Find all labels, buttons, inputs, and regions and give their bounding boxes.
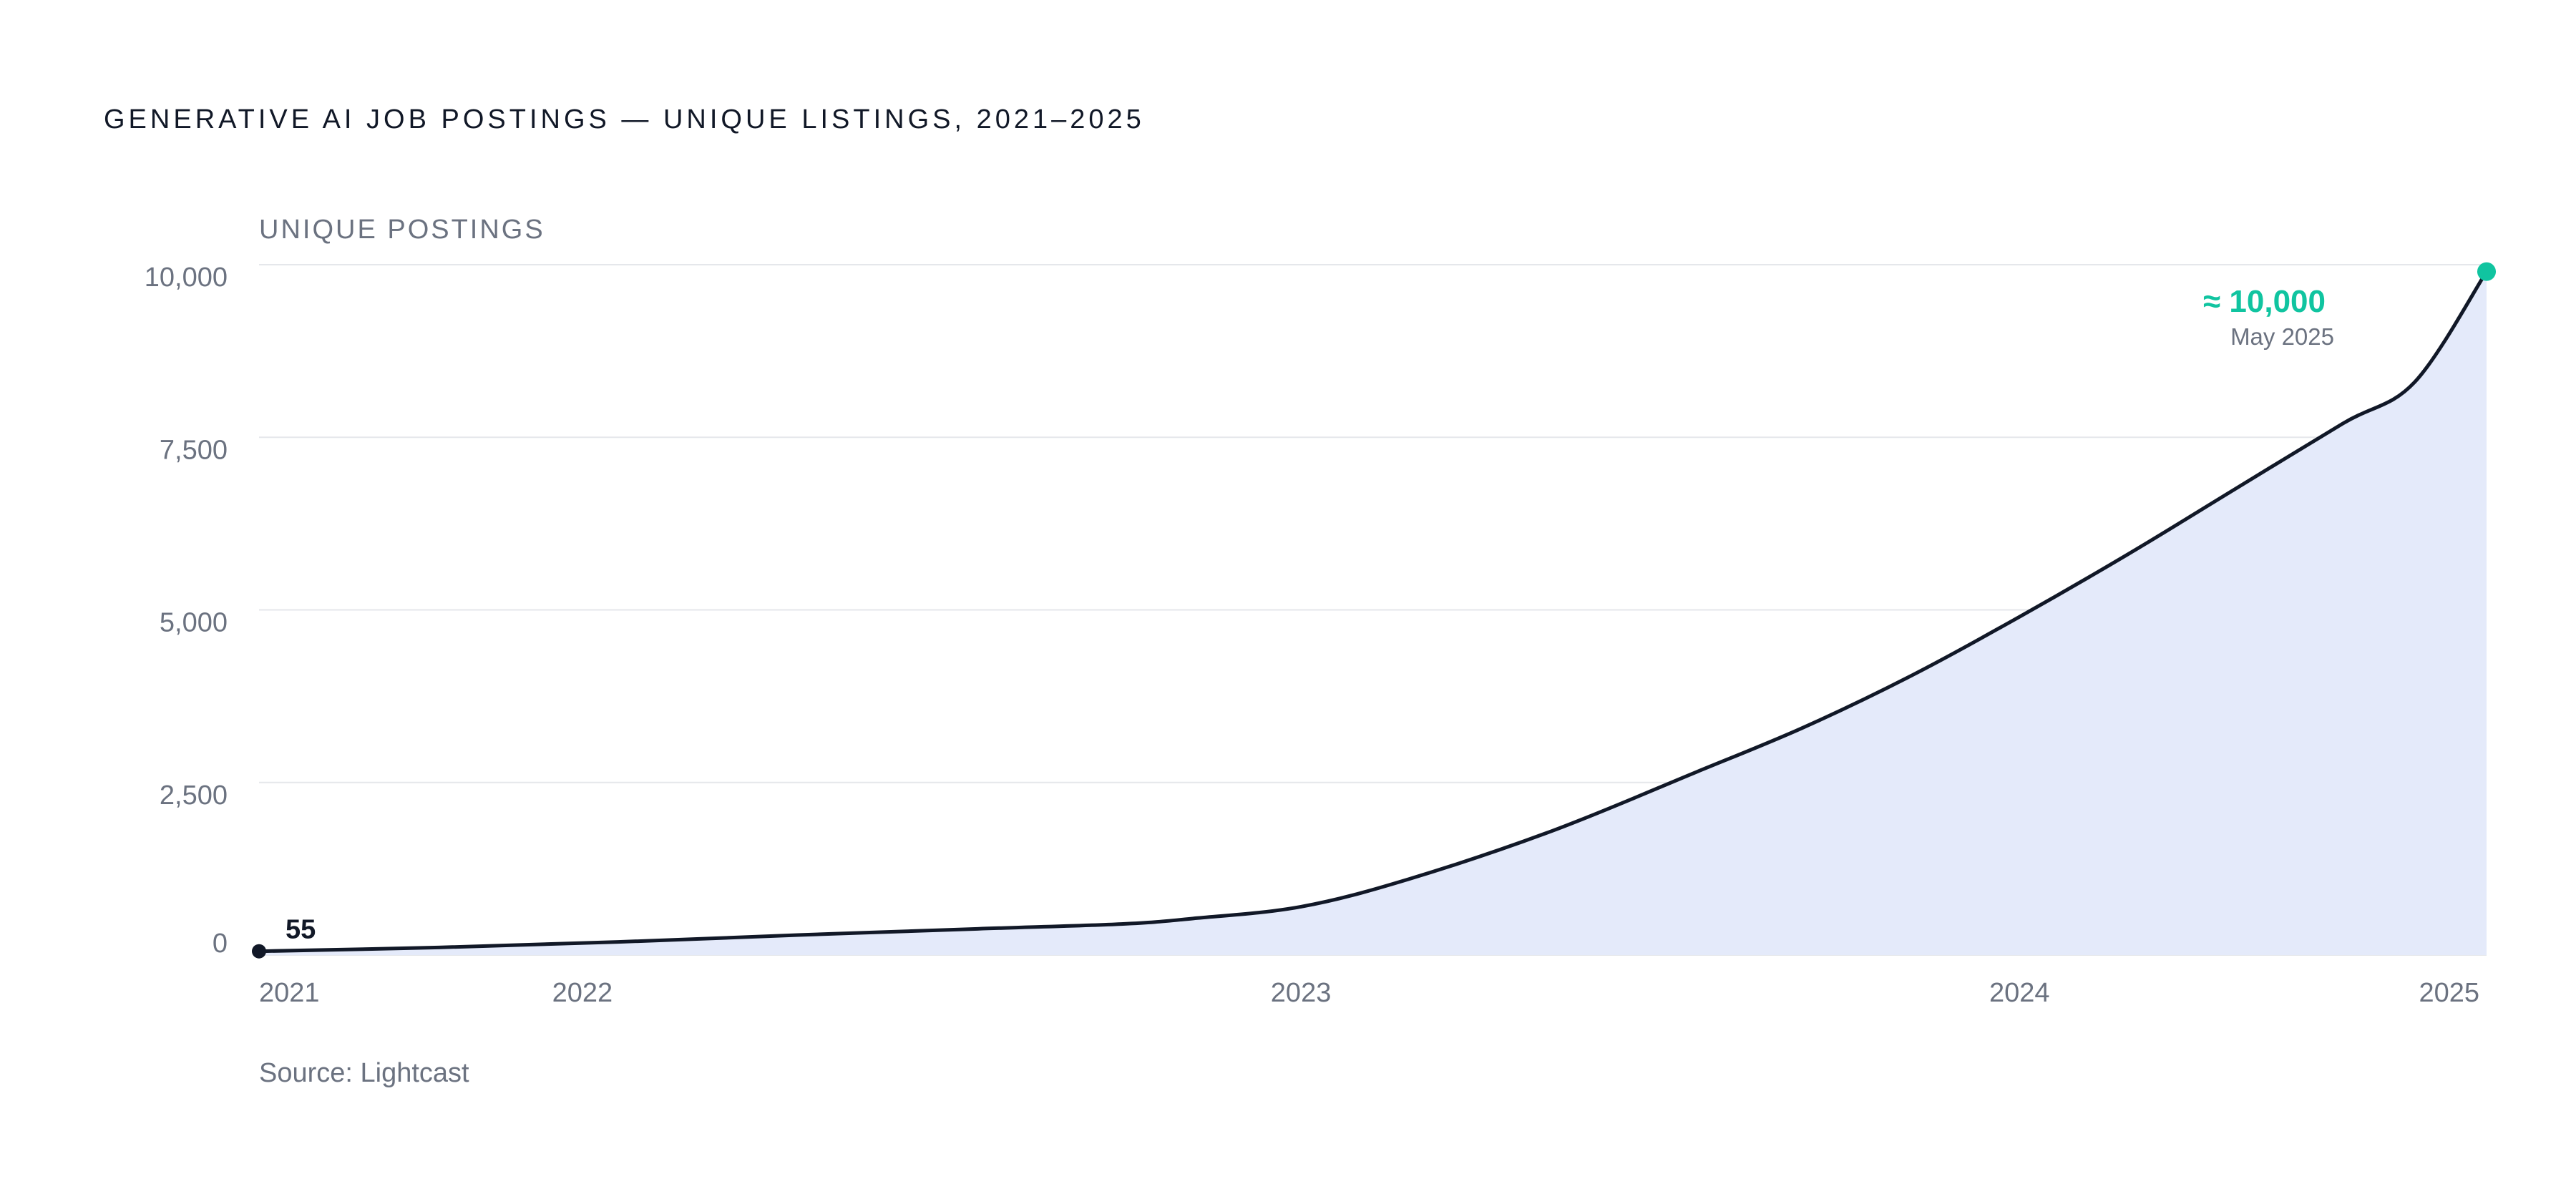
start-point-marker xyxy=(252,944,266,959)
x-tick-label: 2025 xyxy=(2419,978,2479,1008)
end-point-marker xyxy=(2477,262,2496,281)
x-tick-label: 2021 xyxy=(259,978,320,1008)
x-axis-ticks: 2021 2022 2023 2024 2025 xyxy=(259,978,2479,1008)
start-value-label: 55 xyxy=(286,915,316,945)
y-tick-label: 5,000 xyxy=(160,608,228,638)
y-axis-ticks: 0 2,500 5,000 7,500 10,000 xyxy=(145,263,228,959)
x-tick-label: 2022 xyxy=(552,978,613,1008)
peak-value-label: ≈ 10,000 xyxy=(2203,284,2326,319)
y-tick-label: 0 xyxy=(213,929,228,959)
y-axis-title: UNIQUE POSTINGS xyxy=(259,215,545,245)
chart-title: GENERATIVE AI JOB POSTINGS — UNIQUE LIST… xyxy=(104,104,1145,134)
source-note: Source: Lightcast xyxy=(259,1058,469,1088)
x-tick-label: 2023 xyxy=(1271,978,1332,1008)
y-tick-label: 7,500 xyxy=(160,435,228,465)
peak-date-label: May 2025 xyxy=(2230,323,2334,350)
y-tick-label: 10,000 xyxy=(145,263,228,293)
x-tick-label: 2024 xyxy=(1989,978,2050,1008)
series-line xyxy=(258,270,2489,954)
area-fill xyxy=(259,271,2487,955)
y-tick-label: 2,500 xyxy=(160,781,228,811)
